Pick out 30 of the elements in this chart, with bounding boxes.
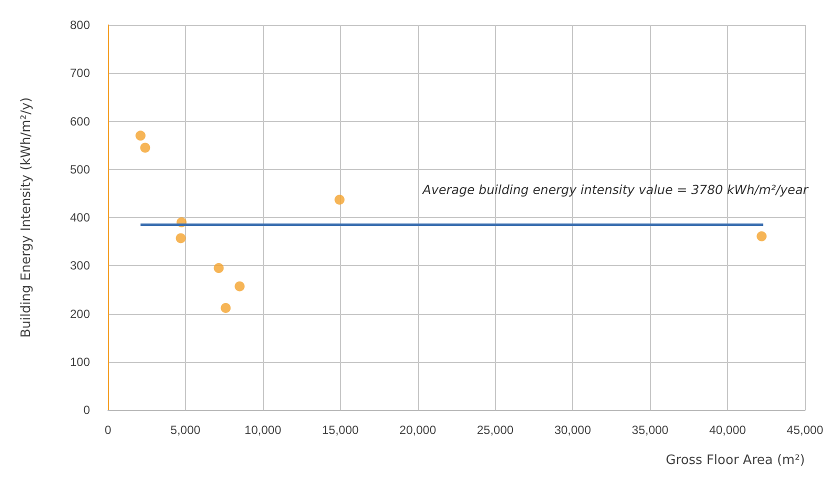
point (140, 142, 150, 153)
x-tick-label: 25,000 (476, 423, 514, 437)
y-tick-label: 800 (70, 18, 90, 32)
y-axis-title: Building Energy Intensity (kWh/m²/y) (19, 97, 34, 338)
point (334, 194, 345, 205)
point (220, 302, 231, 313)
x-tick-label: 20,000 (399, 423, 436, 437)
y-tick-label: 300 (70, 258, 90, 273)
y-tick-label: 100 (70, 354, 90, 369)
y-tick-label: 700 (70, 66, 90, 80)
x-tick-label: 40,000 (709, 423, 746, 437)
point (214, 263, 224, 274)
x-tick-label: 35,000 (632, 423, 669, 437)
point (234, 281, 245, 292)
annotation: Average building energy intensity value = 3780 kWh/m²/year (422, 182, 809, 197)
y-tick-label: 400 (70, 210, 90, 224)
x-tick-label: 5,000 (170, 423, 201, 437)
y-tick-label: 0 (83, 403, 90, 417)
x-axis-title: Gross Floor Area (m²) (666, 453, 805, 468)
x-tick-label: 0 (104, 423, 112, 437)
y-tick-label: 500 (70, 162, 90, 176)
x-tick-label: 10,000 (244, 423, 282, 437)
x-tick-label: 15,000 (322, 423, 360, 437)
point (176, 233, 186, 244)
point (756, 231, 767, 242)
y-tick-label: 600 (70, 114, 90, 128)
x-tick-label: 45,000 (786, 423, 824, 437)
x-tick-label: 30,000 (554, 423, 592, 437)
point (136, 130, 146, 141)
y-tick-label: 200 (70, 306, 90, 321)
